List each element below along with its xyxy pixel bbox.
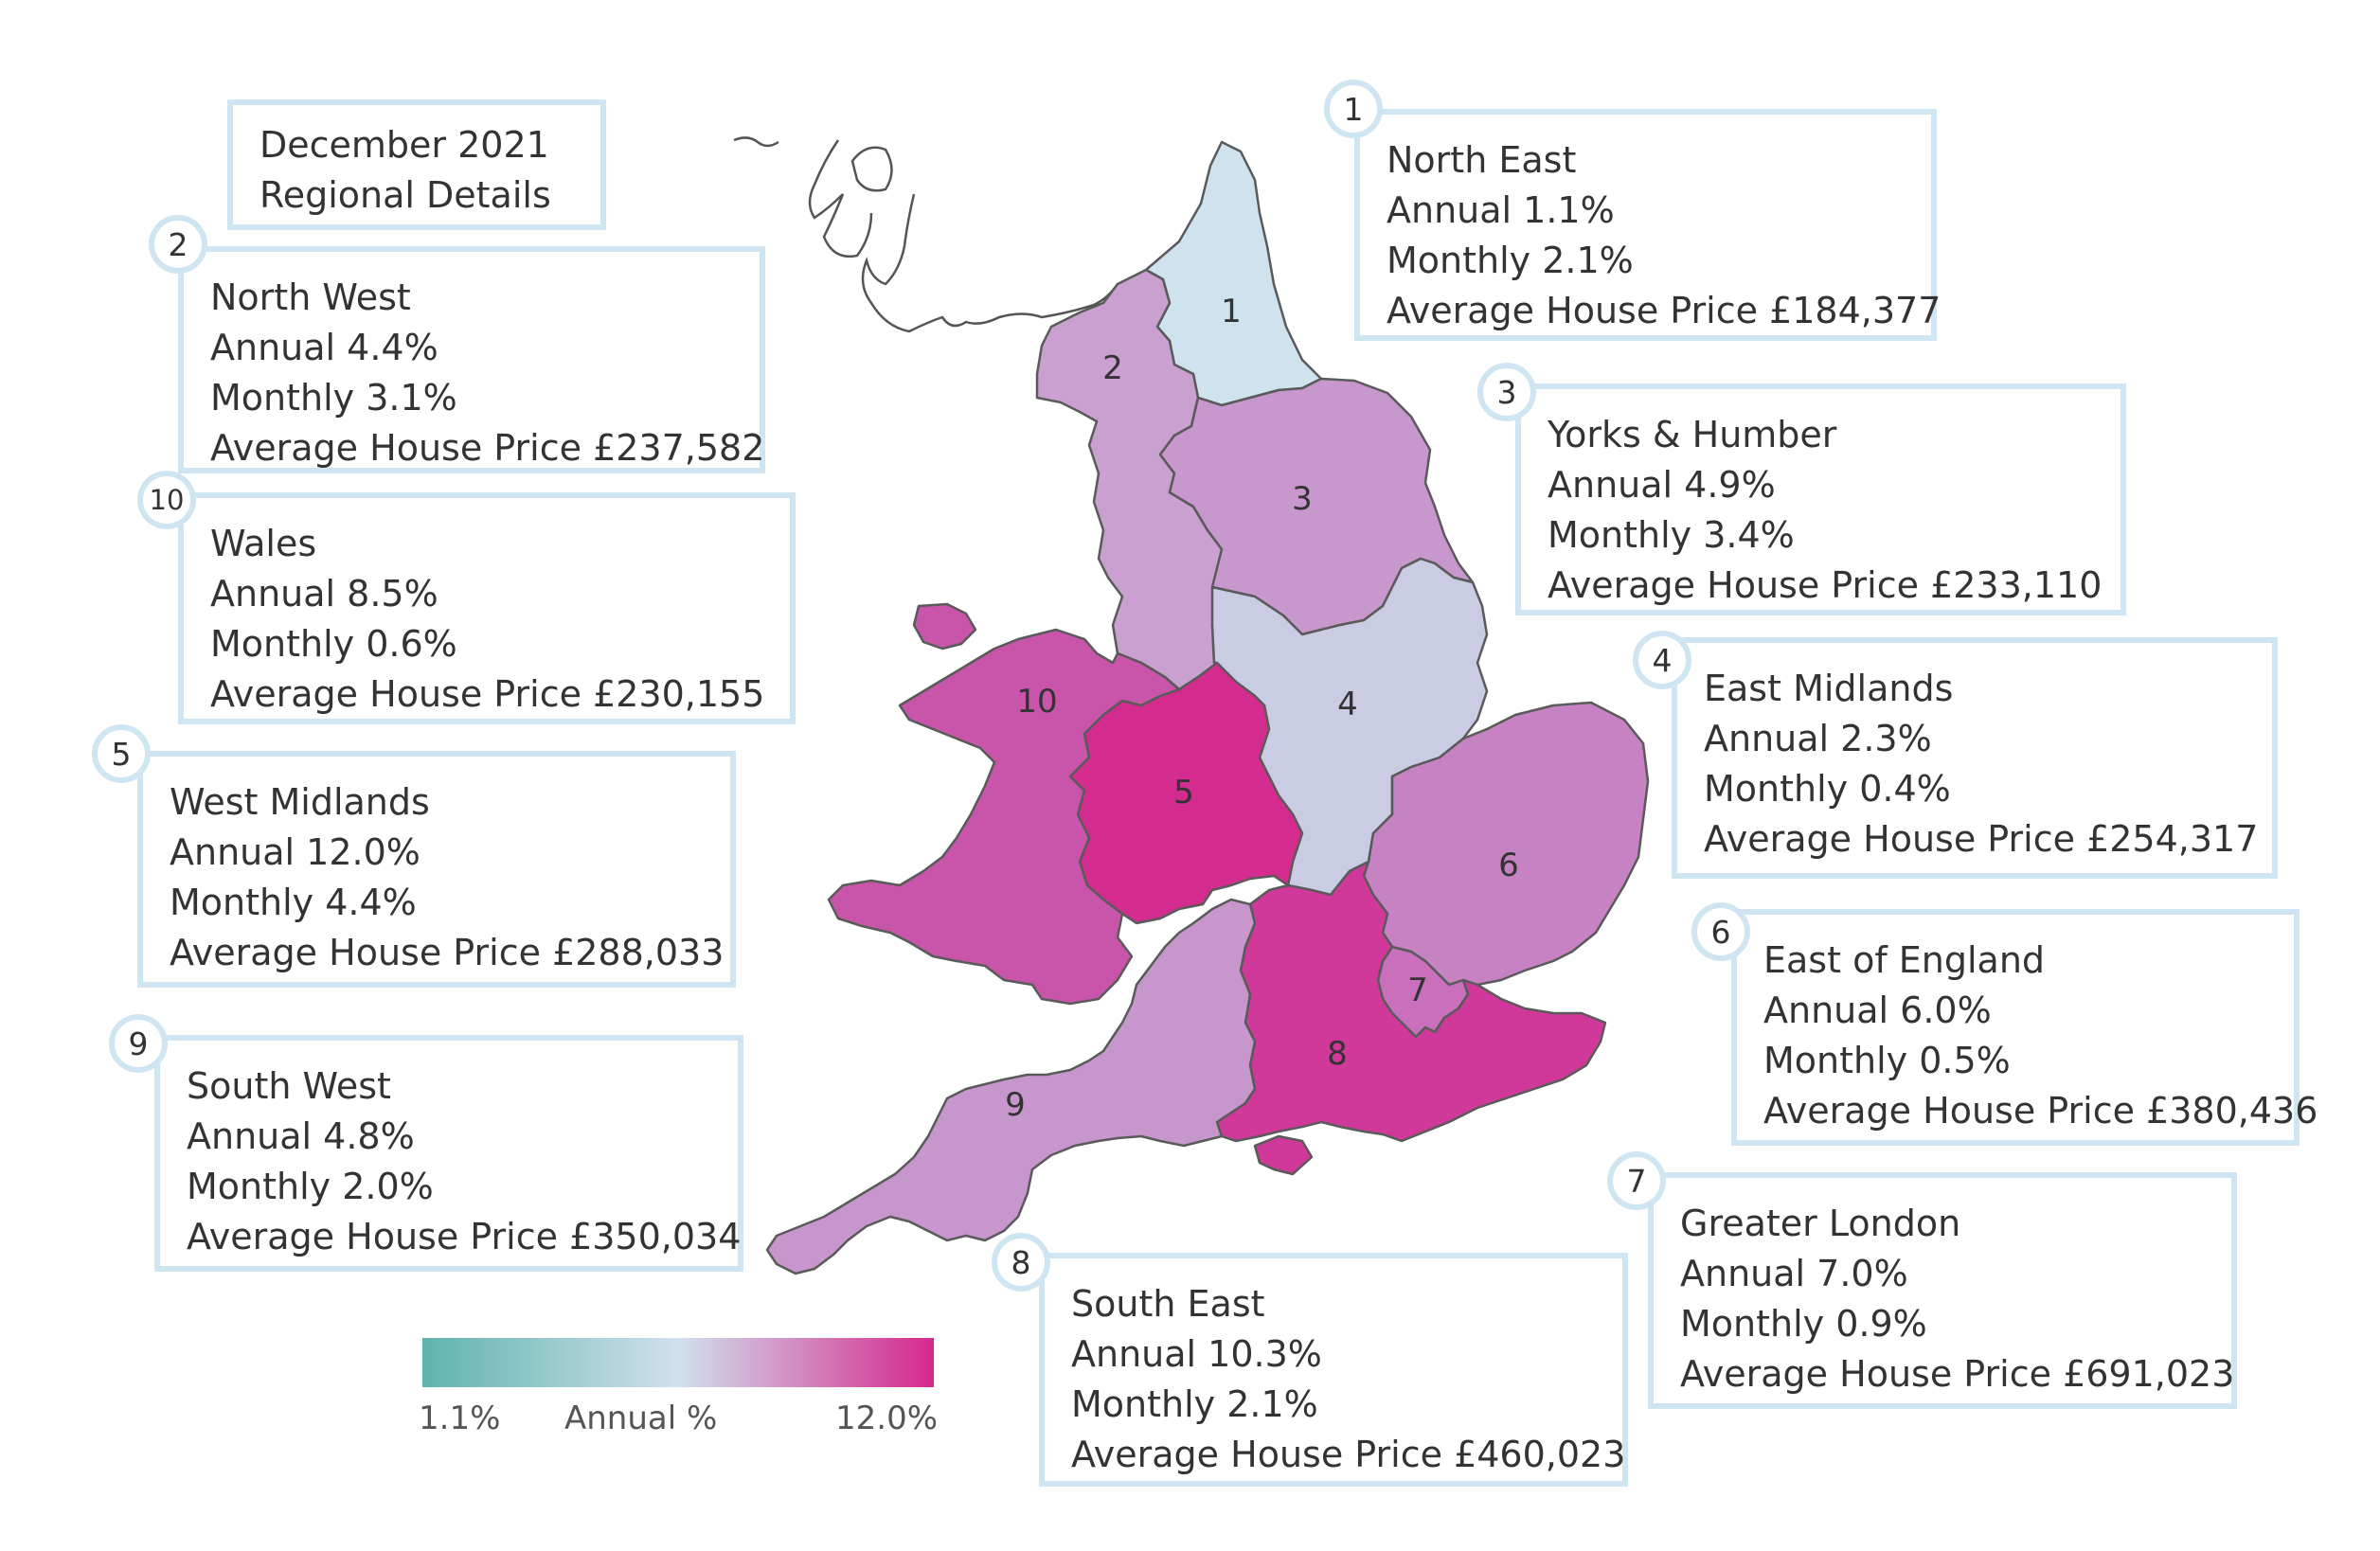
legend-title: Annual % xyxy=(564,1399,718,1437)
badge-5: 5 xyxy=(92,724,151,783)
region-price: Average House Price £230,155 xyxy=(210,673,765,715)
info-box-west-midlands: West Midlands Annual 12.0% Monthly 4.4% … xyxy=(137,751,736,988)
region-number-6: 6 xyxy=(1498,847,1519,884)
region-name: West Midlands xyxy=(170,781,430,823)
region-number-1: 1 xyxy=(1221,293,1242,330)
info-box-north-east: North East Annual 1.1% Monthly 2.1% Aver… xyxy=(1354,109,1942,341)
region-number-5: 5 xyxy=(1173,774,1194,811)
region-annual: Annual 10.3% xyxy=(1071,1333,1322,1375)
region-name: Wales xyxy=(210,523,317,564)
badge-4: 4 xyxy=(1633,631,1691,689)
region-monthly: Monthly 2.0% xyxy=(187,1166,434,1207)
region-9-south-west[interactable] xyxy=(765,898,1257,1275)
badge-1: 1 xyxy=(1324,80,1383,138)
info-box-yorks-humber: Yorks & Humber Annual 4.9% Monthly 3.4% … xyxy=(1515,383,2126,615)
header-box: December 2021 Regional Details xyxy=(227,99,606,230)
region-annual: Annual 4.4% xyxy=(210,327,438,368)
region-number-2: 2 xyxy=(1102,349,1123,387)
region-annual: Annual 4.9% xyxy=(1548,464,1776,506)
region-name: East Midlands xyxy=(1704,668,1954,709)
region-price: Average House Price £288,033 xyxy=(170,932,725,973)
badge-2: 2 xyxy=(149,215,207,274)
scotland-coastline xyxy=(733,136,1119,333)
region-10-anglesey[interactable] xyxy=(912,602,977,651)
info-box-south-west: South West Annual 4.8% Monthly 2.0% Aver… xyxy=(154,1035,743,1272)
region-annual: Annual 6.0% xyxy=(1763,989,1992,1031)
region-price: Average House Price £233,110 xyxy=(1548,564,2103,606)
region-number-4: 4 xyxy=(1337,686,1358,723)
badge-3: 3 xyxy=(1477,363,1536,421)
info-box-wales: Wales Annual 8.5% Monthly 0.6% Average H… xyxy=(178,492,796,724)
info-box-north-west: North West Annual 4.4% Monthly 3.1% Aver… xyxy=(178,246,765,473)
info-box-south-east: South East Annual 10.3% Monthly 2.1% Ave… xyxy=(1039,1253,1628,1487)
info-box-greater-london: Greater London Annual 7.0% Monthly 0.9% … xyxy=(1648,1172,2237,1409)
region-price: Average House Price £380,436 xyxy=(1763,1090,2318,1132)
region-name: North West xyxy=(210,276,411,318)
region-annual: Annual 2.3% xyxy=(1704,718,1932,759)
legend-min-label: 1.1% xyxy=(419,1399,501,1437)
badge-9: 9 xyxy=(109,1014,168,1073)
region-price: Average House Price £254,317 xyxy=(1704,818,2259,860)
region-monthly: Monthly 0.6% xyxy=(210,623,457,665)
badge-10: 10 xyxy=(137,471,196,529)
region-monthly: Monthly 4.4% xyxy=(170,882,417,923)
region-number-7: 7 xyxy=(1407,972,1428,1009)
region-price: Average House Price £691,023 xyxy=(1680,1353,2235,1395)
region-monthly: Monthly 3.4% xyxy=(1548,514,1795,556)
region-number-3: 3 xyxy=(1292,480,1313,518)
info-box-east-midlands: East Midlands Annual 2.3% Monthly 0.4% A… xyxy=(1672,637,2278,879)
region-annual: Annual 1.1% xyxy=(1387,189,1615,231)
region-annual: Annual 8.5% xyxy=(210,573,438,615)
badge-8: 8 xyxy=(992,1233,1050,1292)
region-10-wales[interactable] xyxy=(827,628,1181,1006)
region-annual: Annual 4.8% xyxy=(187,1115,415,1157)
region-monthly: Monthly 2.1% xyxy=(1071,1383,1318,1425)
region-name: Yorks & Humber xyxy=(1548,414,1837,455)
region-monthly: Monthly 0.5% xyxy=(1763,1040,2011,1081)
region-number-9: 9 xyxy=(1005,1086,1026,1124)
legend-color-scale xyxy=(422,1338,934,1387)
badge-7: 7 xyxy=(1607,1151,1666,1210)
region-name: South West xyxy=(187,1065,391,1107)
region-annual: Annual 7.0% xyxy=(1680,1253,1908,1294)
region-name: South East xyxy=(1071,1283,1265,1325)
region-monthly: Monthly 2.1% xyxy=(1387,240,1634,281)
region-monthly: Monthly 0.9% xyxy=(1680,1303,1927,1345)
legend-max-label: 12.0% xyxy=(835,1399,939,1437)
region-name: North East xyxy=(1387,139,1577,181)
badge-6: 6 xyxy=(1691,902,1750,961)
region-annual: Annual 12.0% xyxy=(170,831,421,873)
header-line-1: December 2021 xyxy=(259,124,549,166)
info-box-east-of-england: East of England Annual 6.0% Monthly 0.5%… xyxy=(1731,909,2318,1146)
region-8-isle-of-wight[interactable] xyxy=(1253,1134,1314,1176)
region-price: Average House Price £350,034 xyxy=(187,1216,742,1257)
region-price: Average House Price £460,023 xyxy=(1071,1434,1626,1475)
region-name: Greater London xyxy=(1680,1203,1961,1244)
header-line-2: Regional Details xyxy=(259,174,551,216)
region-number-10: 10 xyxy=(1016,683,1057,721)
region-name: East of England xyxy=(1763,939,2046,981)
region-price: Average House Price £237,582 xyxy=(210,427,765,469)
region-monthly: Monthly 3.1% xyxy=(210,377,457,419)
region-monthly: Monthly 0.4% xyxy=(1704,768,1951,810)
region-number-8: 8 xyxy=(1327,1035,1348,1073)
region-price: Average House Price £184,377 xyxy=(1387,290,1942,331)
